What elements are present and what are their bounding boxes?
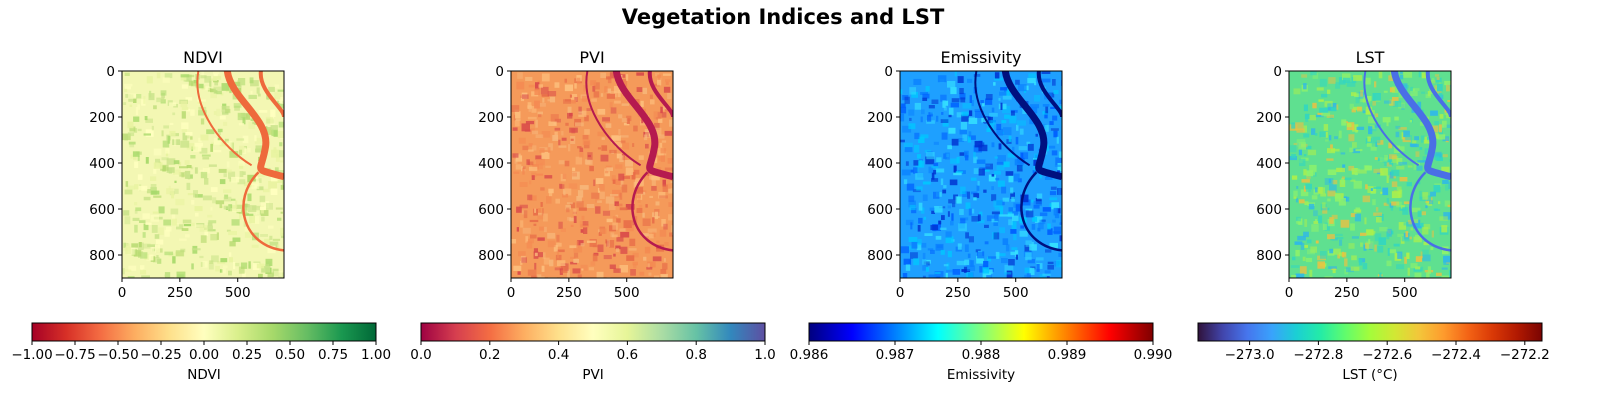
colorbar-tick-label: 0.987 — [876, 347, 915, 363]
y-tick-label: 200 — [867, 110, 893, 126]
y-tick-label: 0 — [1273, 64, 1282, 80]
colorbar-gradient — [1197, 322, 1543, 342]
y-tick-label: 0 — [884, 64, 893, 80]
colorbar-tick-label: −272.2 — [1500, 347, 1550, 363]
colorbar-tick-label: −272.4 — [1431, 347, 1481, 363]
axes-frame — [510, 70, 674, 279]
y-tick-label: 800 — [478, 248, 504, 264]
x-tick-label: 500 — [614, 285, 640, 301]
river-feature — [1390, 71, 1451, 181]
x-tick-label: 0 — [896, 285, 905, 301]
colorbar-tick-label: −272.8 — [1293, 347, 1343, 363]
colorbar-tick-label: 0.988 — [962, 347, 1001, 363]
colorbar-tick-label: 0.25 — [232, 347, 262, 363]
y-tick-label: 600 — [867, 202, 893, 218]
figure-title: Vegetation Indices and LST — [622, 5, 945, 29]
colorbar-tick-label: 0.4 — [548, 347, 569, 363]
colorbar-tick-label: 0.50 — [275, 347, 305, 363]
heatmap-image — [1289, 71, 1451, 278]
colorbar-tick-label: −0.50 — [97, 347, 138, 363]
y-tick-label: 200 — [1256, 110, 1282, 126]
colorbar-tick-label: 0.00 — [189, 347, 219, 363]
y-tick-label: 800 — [867, 248, 893, 264]
heatmap-image — [122, 71, 284, 278]
y-tick-label: 400 — [867, 156, 893, 172]
y-tick-label: 400 — [1256, 156, 1282, 172]
colorbar-label: NDVI — [187, 367, 220, 383]
colorbar-tick-label: −0.75 — [54, 347, 95, 363]
panel-title: PVI — [579, 48, 604, 67]
x-tick-label: 500 — [1003, 285, 1029, 301]
x-tick-label: 0 — [118, 285, 127, 301]
colorbar-0: −1.00 −0.75 −0.50 −0.25 0.00 0.25 0.50 0.75 1.00… — [11, 322, 391, 383]
y-tick-label: 600 — [89, 202, 115, 218]
colorbar-tick-label: 0.75 — [318, 347, 348, 363]
axes-frame — [121, 70, 285, 279]
colorbar-tick-label: 0.990 — [1134, 347, 1173, 363]
river-feature — [612, 71, 673, 181]
panel-lst: LST 0 250 500 0 200 400 600 800 — [1256, 48, 1452, 301]
x-tick-label: 0 — [507, 285, 516, 301]
colorbar-label: PVI — [582, 367, 603, 383]
x-tick-label: 500 — [225, 285, 251, 301]
y-tick-label: 0 — [495, 64, 504, 80]
colorbar-tick-label: −272.6 — [1362, 347, 1412, 363]
y-tick-label: 600 — [1256, 202, 1282, 218]
colorbar-tick-label: −1.00 — [11, 347, 52, 363]
colorbar-tick-label: 0.989 — [1048, 347, 1087, 363]
x-tick-label: 500 — [1392, 285, 1418, 301]
y-tick-label: 400 — [89, 156, 115, 172]
colorbar-gradient — [808, 322, 1154, 342]
x-tick-label: 0 — [1285, 285, 1294, 301]
colorbar-3: −273.0 −272.8 −272.6 −272.4 −272.2 LST (°C) — [1197, 322, 1550, 383]
panel-title: NDVI — [183, 48, 223, 67]
x-tick-label: 250 — [945, 285, 971, 301]
colorbar-tick-label: −273.0 — [1225, 347, 1275, 363]
y-tick-label: 800 — [89, 248, 115, 264]
axes-frame — [1288, 70, 1452, 279]
colorbar-gradient — [420, 322, 766, 342]
river-feature — [1001, 71, 1062, 181]
y-tick-label: 800 — [1256, 248, 1282, 264]
panel-title: LST — [1356, 48, 1385, 67]
colorbar-tick-label: 0.986 — [790, 347, 829, 363]
river-feature — [223, 71, 284, 181]
axes-frame — [899, 70, 1063, 279]
colorbar-tick-label: −0.25 — [140, 347, 181, 363]
panel-pvi: PVI 0 250 500 0 200 400 600 800 — [478, 48, 674, 301]
y-tick-label: 400 — [478, 156, 504, 172]
colorbar-tick-label: 0.0 — [410, 347, 431, 363]
heatmap-image — [511, 71, 673, 278]
colorbar-tick-label: 0.6 — [617, 347, 638, 363]
colorbar-tick-label: 0.2 — [479, 347, 500, 363]
panel-title: Emissivity — [941, 48, 1022, 67]
heatmap-image — [900, 71, 1062, 278]
colorbar-label: LST (°C) — [1342, 367, 1397, 383]
y-tick-label: 600 — [478, 202, 504, 218]
x-tick-label: 250 — [1334, 285, 1360, 301]
colorbar-2: 0.986 0.987 0.988 0.989 0.990 Emissivity — [790, 322, 1173, 383]
x-tick-label: 250 — [167, 285, 193, 301]
colorbar-tick-label: 1.00 — [361, 347, 391, 363]
colorbar-gradient — [31, 322, 377, 342]
colorbar-1: 0.0 0.2 0.4 0.6 0.8 1.0 PVI — [410, 322, 776, 383]
y-tick-label: 200 — [478, 110, 504, 126]
colorbar-label: Emissivity — [947, 367, 1015, 383]
y-tick-label: 0 — [106, 64, 115, 80]
panel-emissivity: Emissivity 0 250 500 0 200 400 600 800 — [867, 48, 1063, 301]
x-tick-label: 250 — [556, 285, 582, 301]
y-tick-label: 200 — [89, 110, 115, 126]
colorbar-tick-label: 0.8 — [685, 347, 706, 363]
colorbar-tick-label: 1.0 — [754, 347, 775, 363]
panel-ndvi: NDVI 0 250 500 0 200 400 600 800 — [89, 48, 285, 301]
